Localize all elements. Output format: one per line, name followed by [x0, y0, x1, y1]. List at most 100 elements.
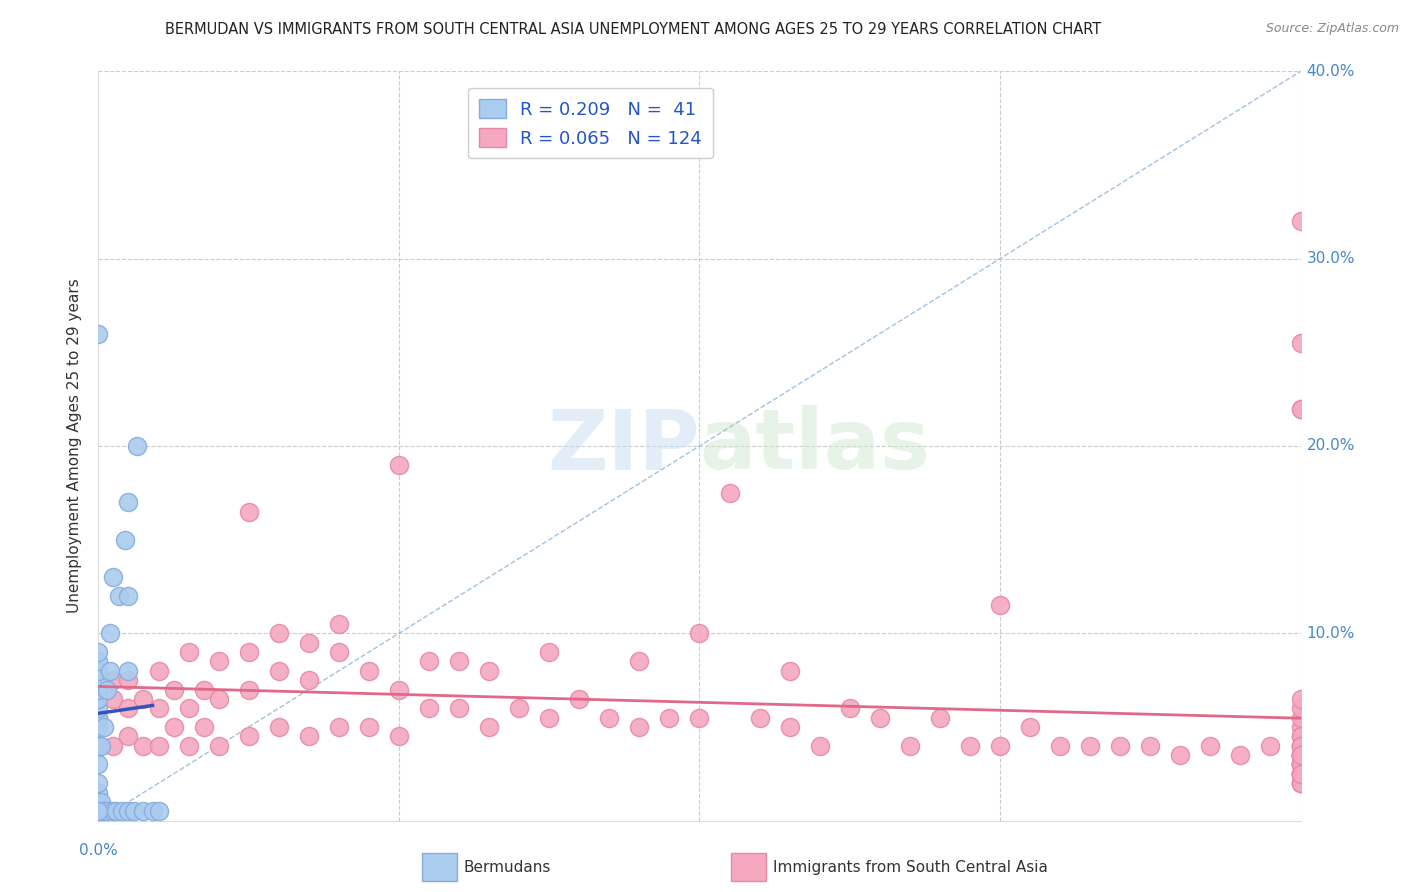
Point — [90, 795, 112, 809]
Point — [538, 710, 561, 724]
Point — [117, 730, 139, 744]
Point — [1199, 739, 1222, 753]
Point — [1170, 747, 1192, 762]
Point — [1289, 720, 1312, 734]
Point — [87, 664, 110, 678]
Point — [748, 710, 770, 724]
Point — [1289, 776, 1312, 790]
Point — [959, 739, 981, 753]
Point — [87, 757, 110, 772]
Text: BERMUDAN VS IMMIGRANTS FROM SOUTH CENTRAL ASIA UNEMPLOYMENT AMONG AGES 25 TO 29 : BERMUDAN VS IMMIGRANTS FROM SOUTH CENTRA… — [165, 22, 1101, 37]
Text: 0.0%: 0.0% — [79, 843, 118, 858]
Point — [1289, 757, 1312, 772]
Legend: R = 0.209   N =  41, R = 0.065   N = 124: R = 0.209 N = 41, R = 0.065 N = 124 — [468, 88, 713, 159]
Point — [1289, 766, 1312, 781]
Point — [1289, 747, 1312, 762]
Text: 10.0%: 10.0% — [1306, 626, 1355, 640]
Point — [598, 710, 620, 724]
Point — [357, 720, 380, 734]
Point — [87, 673, 110, 688]
Point — [808, 739, 831, 753]
Point — [177, 701, 200, 715]
Point — [688, 626, 710, 640]
Point — [1289, 747, 1312, 762]
Point — [1289, 747, 1312, 762]
Point — [1289, 766, 1312, 781]
Text: Source: ZipAtlas.com: Source: ZipAtlas.com — [1265, 22, 1399, 36]
Point — [1289, 757, 1312, 772]
Point — [1289, 214, 1312, 228]
Point — [1109, 739, 1132, 753]
Point — [87, 655, 110, 669]
Point — [238, 645, 260, 659]
Point — [238, 505, 260, 519]
Point — [1289, 747, 1312, 762]
Point — [1289, 747, 1312, 762]
Point — [132, 805, 155, 819]
Point — [1019, 720, 1042, 734]
Point — [117, 673, 139, 688]
Point — [87, 692, 110, 706]
Point — [238, 730, 260, 744]
Point — [1289, 730, 1312, 744]
Point — [447, 655, 470, 669]
Point — [1289, 710, 1312, 724]
Point — [208, 692, 231, 706]
Point — [1289, 776, 1312, 790]
Point — [1289, 776, 1312, 790]
Point — [988, 739, 1011, 753]
Text: Immigrants from South Central Asia: Immigrants from South Central Asia — [773, 860, 1049, 874]
Point — [478, 664, 501, 678]
Point — [103, 570, 125, 584]
Point — [869, 710, 891, 724]
Point — [87, 795, 110, 809]
Point — [1289, 766, 1312, 781]
Point — [93, 720, 115, 734]
Point — [328, 645, 350, 659]
Point — [1289, 739, 1312, 753]
Point — [267, 626, 290, 640]
Point — [141, 805, 163, 819]
Point — [117, 805, 139, 819]
Point — [96, 682, 118, 697]
Point — [1289, 757, 1312, 772]
Point — [1229, 747, 1251, 762]
Text: 20.0%: 20.0% — [1306, 439, 1355, 453]
Point — [117, 589, 139, 603]
Point — [418, 701, 440, 715]
Point — [103, 805, 125, 819]
Point — [87, 786, 110, 799]
Text: ZIP: ZIP — [547, 406, 699, 486]
Point — [87, 682, 110, 697]
Point — [87, 326, 110, 341]
Point — [124, 805, 146, 819]
Point — [87, 710, 110, 724]
Point — [148, 805, 170, 819]
Point — [108, 589, 131, 603]
Point — [117, 495, 139, 509]
Point — [1289, 747, 1312, 762]
Point — [1289, 747, 1312, 762]
Point — [148, 701, 170, 715]
Point — [193, 682, 215, 697]
Point — [105, 805, 128, 819]
Point — [538, 645, 561, 659]
Point — [162, 682, 184, 697]
Point — [779, 720, 801, 734]
Point — [103, 692, 125, 706]
Point — [132, 692, 155, 706]
Point — [1289, 757, 1312, 772]
Point — [508, 701, 530, 715]
Point — [298, 730, 321, 744]
Point — [1260, 739, 1282, 753]
Point — [628, 655, 651, 669]
Point — [148, 739, 170, 753]
Point — [111, 805, 134, 819]
Point — [838, 701, 860, 715]
Point — [568, 692, 591, 706]
Point — [208, 739, 231, 753]
Point — [87, 645, 110, 659]
Point — [87, 739, 110, 753]
Point — [100, 664, 122, 678]
Point — [1289, 739, 1312, 753]
